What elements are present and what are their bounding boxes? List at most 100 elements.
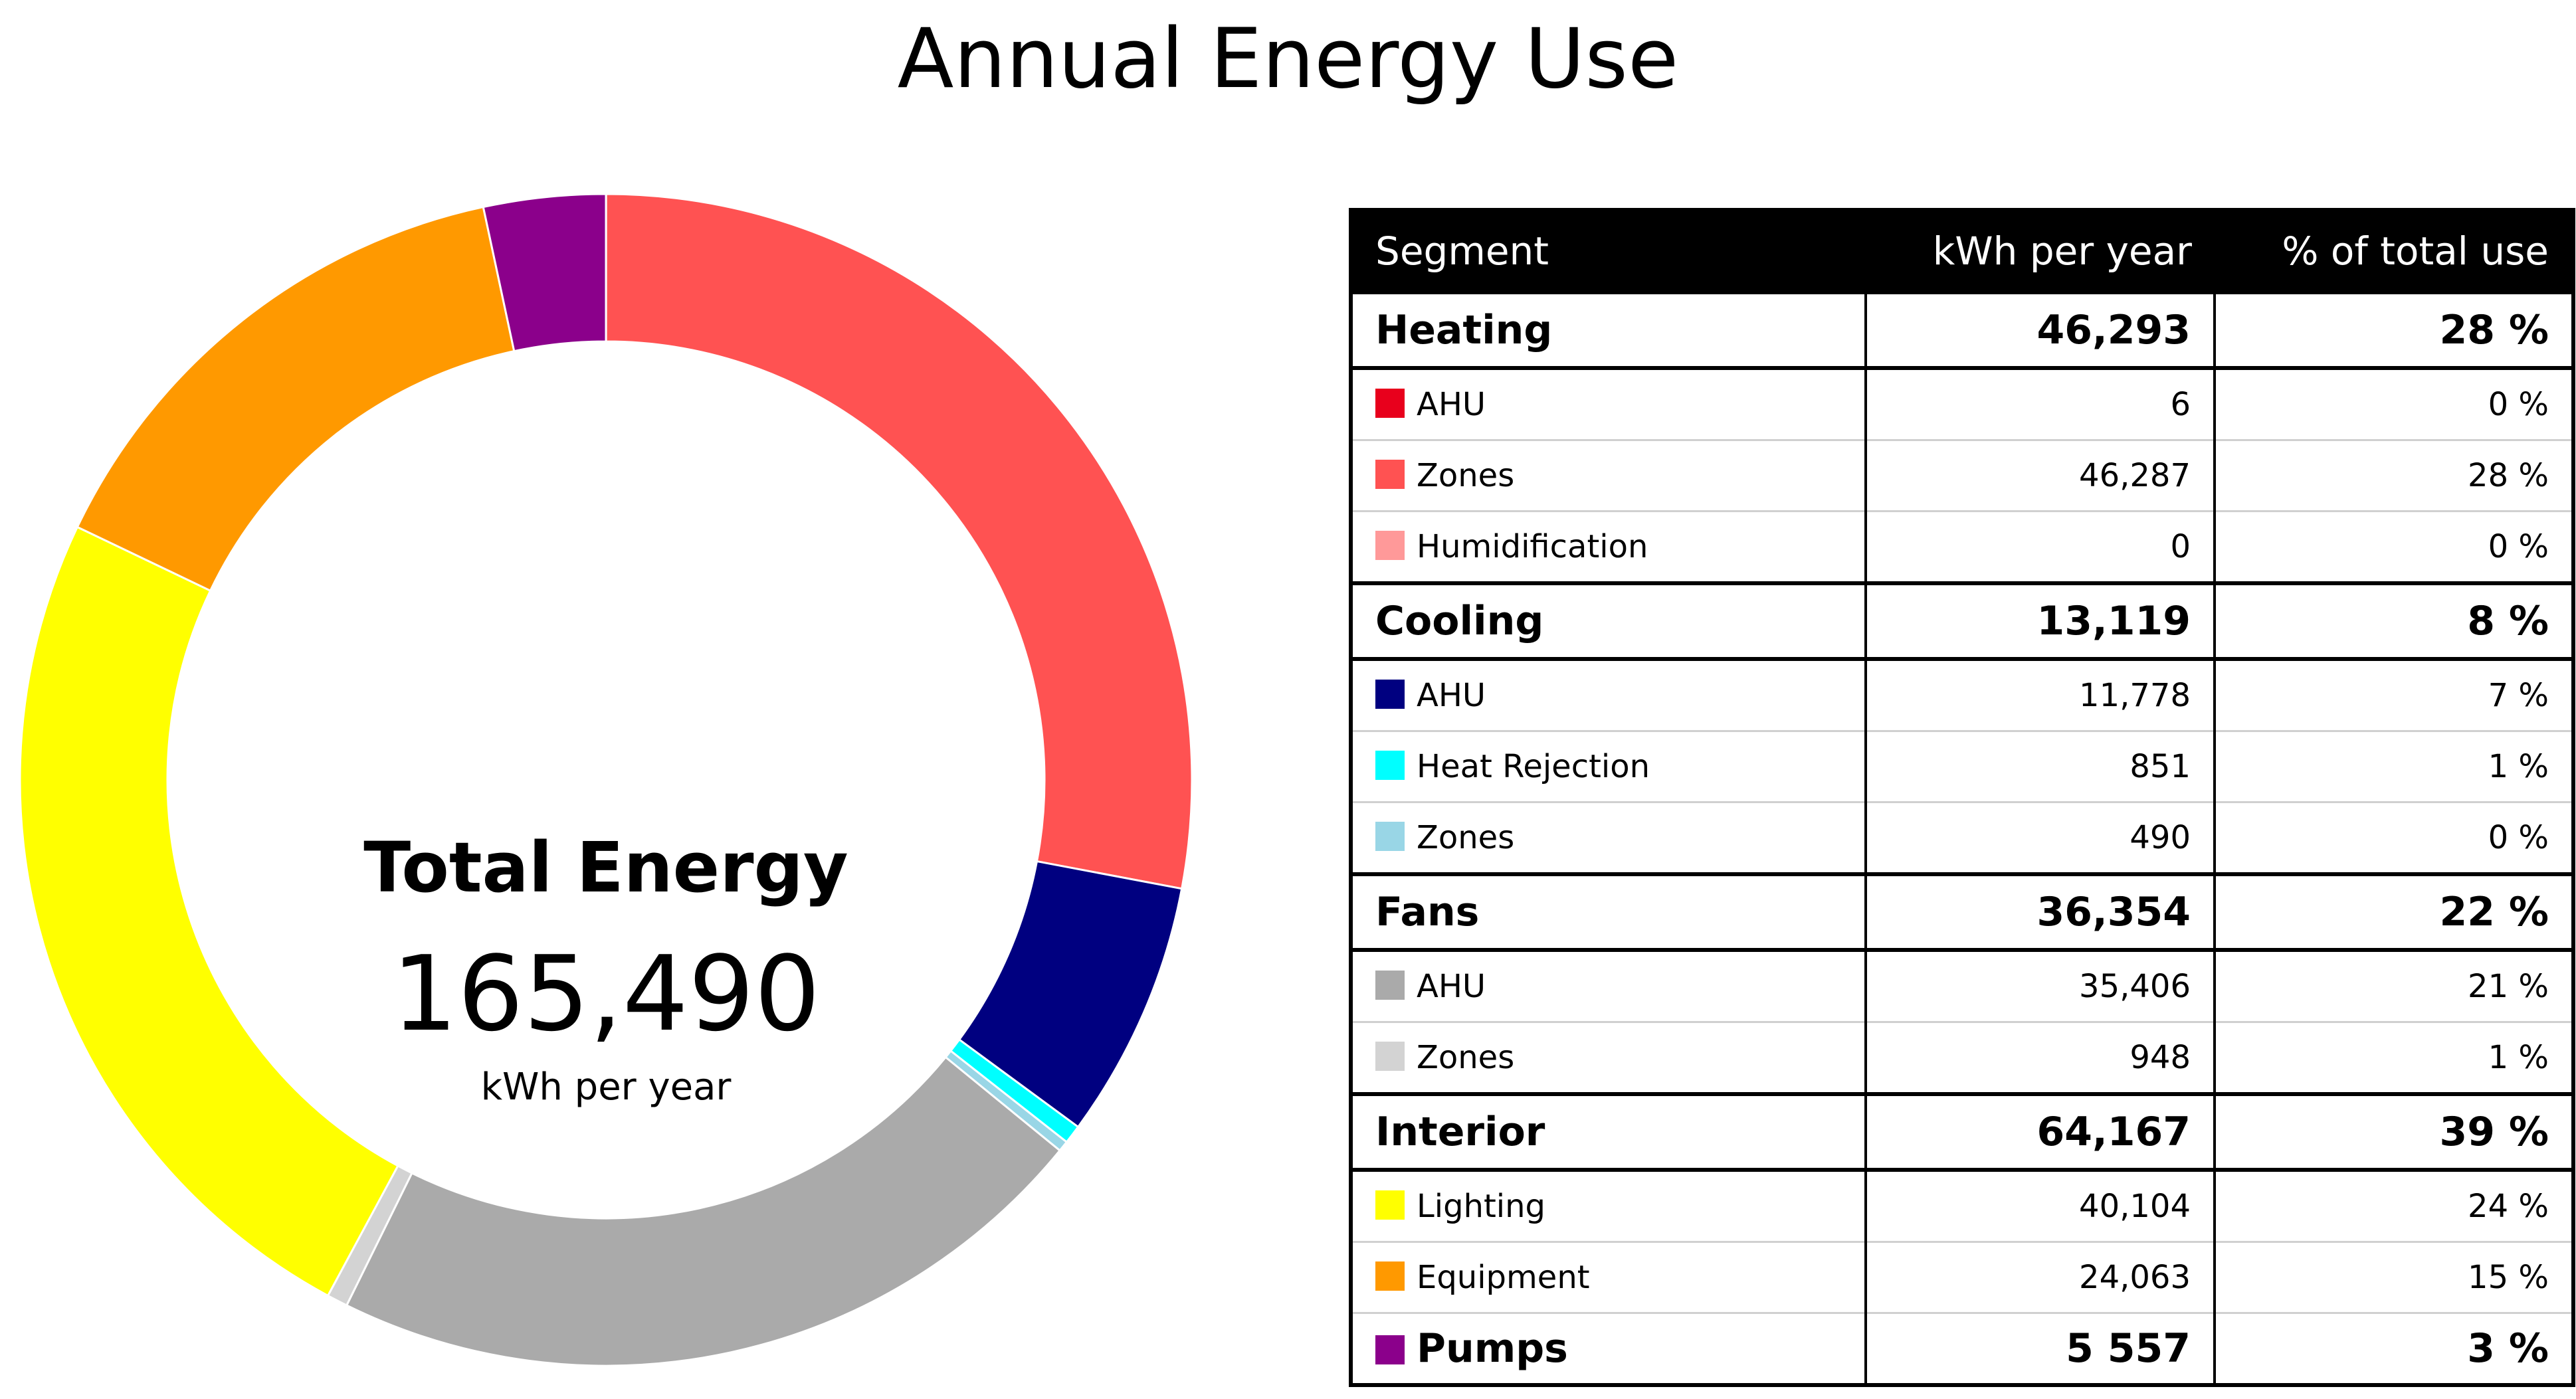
- donut-slice-lighting: [19, 525, 399, 1297]
- percent-cell: 22 %: [2213, 872, 2575, 952]
- donut-slice-fans-ahu: [345, 1056, 1062, 1367]
- table-row: Equipment 24,063 15 %: [1349, 1242, 2575, 1314]
- percent-cell: 21 %: [2213, 950, 2575, 1023]
- segment-cell: AHU: [1349, 950, 1867, 1023]
- center-unit: kWh per year: [481, 1066, 732, 1109]
- table-row: AHU 35,406 21 %: [1349, 950, 2575, 1023]
- kwh-cell: 36,354: [1864, 872, 2216, 952]
- legend-swatch: [1375, 680, 1405, 709]
- segment-cell: Heating: [1349, 290, 1867, 370]
- table-group-row-fans: Fans 36,354 22 %: [1349, 872, 2575, 952]
- table-body: Heating 46,293 28 % AHU 6 0 % Zones 46,287 28 % H…: [1349, 290, 2575, 1385]
- percent-cell: 39 %: [2213, 1092, 2575, 1172]
- percent-cell: 0 %: [2213, 802, 2575, 876]
- kwh-cell: 0: [1864, 511, 2216, 585]
- table-row: Zones 46,287 28 %: [1349, 440, 2575, 512]
- segment-label: Interior: [1375, 1109, 1545, 1155]
- legend-swatch: [1375, 389, 1405, 418]
- table-row: Humidification 0 0 %: [1349, 511, 2575, 585]
- segment-label: Fans: [1375, 889, 1480, 935]
- table-group-row-heating: Heating 46,293 28 %: [1349, 290, 2575, 370]
- percent-cell: 8 %: [2213, 581, 2575, 661]
- table-row: Heat Rejection 851 1 %: [1349, 731, 2575, 803]
- segment-cell: Fans: [1349, 872, 1867, 952]
- kwh-cell: 851: [1864, 731, 2216, 803]
- segment-label: Humidification: [1417, 528, 1648, 565]
- percent-cell: 3 %: [2213, 1313, 2575, 1385]
- percent-cell: 7 %: [2213, 659, 2575, 732]
- segment-label: Heat Rejection: [1417, 748, 1650, 785]
- table-row: Zones 948 1 %: [1349, 1022, 2575, 1095]
- segment-cell: Lighting: [1349, 1170, 1867, 1243]
- table-header-row: Segment kWh per year % of total use: [1351, 210, 2573, 292]
- percent-cell: 1 %: [2213, 1022, 2575, 1095]
- segment-label: Pumps: [1417, 1325, 1568, 1372]
- kwh-cell: 948: [1864, 1022, 2216, 1095]
- table-row: AHU 11,778 7 %: [1349, 659, 2575, 732]
- segment-cell: AHU: [1349, 659, 1867, 732]
- donut-slice-equipment: [76, 205, 516, 593]
- table-row: Zones 490 0 %: [1349, 802, 2575, 876]
- segment-cell: Equipment: [1349, 1242, 1867, 1314]
- legend-swatch: [1375, 1190, 1405, 1220]
- segment-label: Zones: [1417, 1039, 1515, 1076]
- segment-label: AHU: [1417, 968, 1486, 1005]
- chart-title: Annual Energy Use: [897, 11, 1679, 107]
- kwh-cell: 6: [1864, 368, 2216, 441]
- legend-swatch: [1375, 1261, 1405, 1291]
- table-group-row-cooling: Cooling 13,119 8 %: [1349, 581, 2575, 661]
- segment-cell: Zones: [1349, 802, 1867, 876]
- kwh-cell: 35,406: [1864, 950, 2216, 1023]
- legend-swatch: [1375, 1042, 1405, 1071]
- percent-cell: 24 %: [2213, 1170, 2575, 1243]
- segment-label: Cooling: [1375, 598, 1544, 644]
- percent-cell: 28 %: [2213, 290, 2575, 370]
- segment-label: Equipment: [1417, 1259, 1590, 1296]
- segment-label: Lighting: [1417, 1188, 1546, 1225]
- segment-cell: Zones: [1349, 440, 1867, 512]
- kwh-cell: 40,104: [1864, 1170, 2216, 1243]
- legend-swatch: [1375, 751, 1405, 780]
- center-value: 165,490: [391, 933, 820, 1054]
- segment-cell: Cooling: [1349, 581, 1867, 661]
- segment-label: Heating: [1375, 307, 1553, 353]
- percent-cell: 15 %: [2213, 1242, 2575, 1314]
- legend-swatch: [1375, 531, 1405, 560]
- segment-label: AHU: [1417, 386, 1486, 423]
- legend-swatch: [1375, 822, 1405, 851]
- segment-cell: Zones: [1349, 1022, 1867, 1095]
- column-header-percent: % of total use: [2215, 210, 2573, 292]
- segment-cell: Heat Rejection: [1349, 731, 1867, 803]
- segment-label: Zones: [1417, 457, 1515, 494]
- table-group-row-pumps: Pumps 5 557 3 %: [1349, 1313, 2575, 1385]
- kwh-cell: 46,293: [1864, 290, 2216, 370]
- percent-cell: 1 %: [2213, 731, 2575, 803]
- center-title: Total Energy: [363, 827, 848, 908]
- legend-swatch: [1375, 971, 1405, 1000]
- kwh-cell: 5 557: [1864, 1313, 2216, 1385]
- kwh-cell: 64,167: [1864, 1092, 2216, 1172]
- donut-slice-pumps: [482, 193, 607, 353]
- percent-cell: 0 %: [2213, 368, 2575, 441]
- donut-chart: Total Energy 165,490 kWh per year: [19, 193, 1193, 1367]
- legend-swatch: [1375, 1335, 1405, 1364]
- donut-slice-heating-zones: [605, 193, 1193, 890]
- legend-table: Segment kWh per year % of total use Heat…: [1349, 208, 2575, 1387]
- segment-cell: AHU: [1349, 368, 1867, 441]
- segment-label: AHU: [1417, 677, 1486, 714]
- kwh-cell: 46,287: [1864, 440, 2216, 512]
- donut-slices: [19, 193, 1193, 1367]
- percent-cell: 0 %: [2213, 511, 2575, 585]
- kwh-cell: 11,778: [1864, 659, 2216, 732]
- kwh-cell: 490: [1864, 802, 2216, 876]
- segment-cell: Interior: [1349, 1092, 1867, 1172]
- table-group-row-interior: Interior 64,167 39 %: [1349, 1092, 2575, 1172]
- table-row: AHU 6 0 %: [1349, 368, 2575, 441]
- kwh-cell: 24,063: [1864, 1242, 2216, 1314]
- legend-swatch: [1375, 460, 1405, 489]
- column-header-kwh: kWh per year: [1866, 210, 2215, 292]
- segment-cell: Pumps: [1349, 1313, 1867, 1385]
- segment-cell: Humidification: [1349, 511, 1867, 585]
- percent-cell: 28 %: [2213, 440, 2575, 512]
- segment-label: Zones: [1417, 819, 1515, 856]
